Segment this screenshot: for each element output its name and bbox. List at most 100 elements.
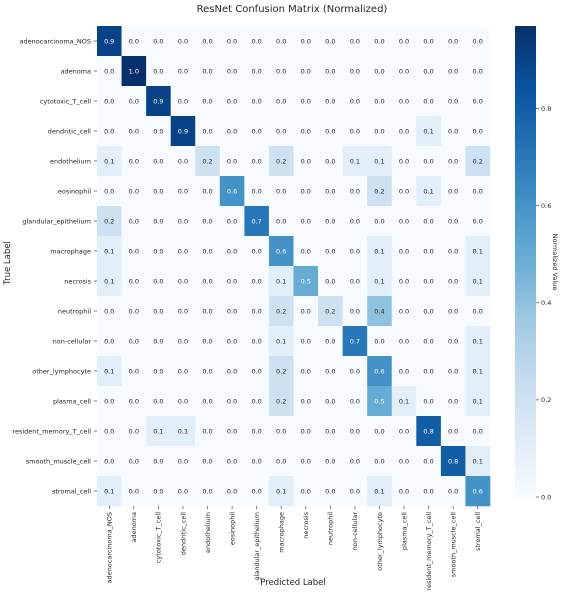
heatmap-cell: [391, 266, 417, 297]
cell-value-label: 0.0: [423, 337, 433, 345]
cell-value-label: 0.0: [448, 397, 458, 405]
heatmap-cell: [416, 86, 442, 117]
cell-value-label: 0.0: [374, 97, 384, 105]
heatmap-cell: [121, 326, 147, 357]
x-tick-label: necrosis: [302, 511, 310, 538]
heatmap-cell: [391, 26, 417, 57]
cell-value-label: 0.0: [423, 367, 433, 375]
cell-value-label: 0.0: [325, 217, 335, 225]
heatmap-cell: [195, 176, 221, 207]
x-tick-label: dendritic_cell: [179, 512, 187, 555]
heatmap-cell: [195, 416, 221, 447]
heatmap-cell: [97, 86, 122, 117]
cell-value-label: 0.0: [202, 397, 212, 405]
heatmap-cell: [121, 56, 147, 87]
cell-value-label: 0.8: [423, 427, 433, 435]
cell-value-label: 0.2: [276, 307, 286, 315]
heatmap-cell: [170, 266, 196, 297]
cell-value-label: 0.0: [325, 457, 335, 465]
heatmap-cell: [391, 236, 417, 267]
heatmap-cell: [146, 146, 171, 177]
heatmap-cell: [416, 296, 442, 327]
heatmap-cell: [318, 476, 343, 507]
heatmap-cell: [318, 26, 343, 57]
heatmap-cell: [219, 56, 245, 87]
cell-value-label: 0.0: [227, 427, 237, 435]
heatmap-cell: [146, 116, 171, 147]
heatmap-cell: [146, 326, 171, 357]
cell-value-label: 0.0: [104, 427, 114, 435]
cell-value-label: 0.0: [399, 337, 409, 345]
cell-value-label: 0.0: [178, 367, 188, 375]
cell-value-label: 0.0: [301, 67, 311, 75]
cell-value-label: 0.0: [301, 247, 311, 255]
cell-value-label: 0.8: [448, 457, 458, 465]
cell-value-label: 0.0: [202, 307, 212, 315]
cell-value-label: 0.0: [448, 97, 458, 105]
heatmap-cell: [465, 146, 491, 177]
cell-value-label: 0.0: [276, 127, 286, 135]
cell-value-label: 0.0: [374, 427, 384, 435]
heatmap-cell: [367, 206, 393, 237]
heatmap-cell: [367, 146, 393, 177]
cell-value-label: 0.0: [350, 457, 360, 465]
cell-value-label: 0.0: [301, 37, 311, 45]
cell-value-label: 0.0: [301, 397, 311, 405]
cell-value-label: 0.0: [374, 337, 384, 345]
cell-value-label: 0.0: [399, 127, 409, 135]
cell-value-label: 0.0: [448, 37, 458, 45]
cell-value-label: 0.0: [399, 277, 409, 285]
cell-value-label: 0.0: [350, 247, 360, 255]
heatmap-cell: [244, 236, 270, 267]
heatmap-cell: [440, 236, 466, 267]
cell-value-label: 0.0: [423, 277, 433, 285]
cell-value-label: 0.0: [202, 127, 212, 135]
cell-value-label: 0.0: [129, 247, 139, 255]
cell-value-label: 0.0: [399, 217, 409, 225]
cell-value-label: 0.6: [374, 367, 384, 375]
heatmap-cell: [97, 326, 122, 357]
y-tick-label: other_lymphocyte: [32, 367, 91, 375]
cell-value-label: 0.0: [202, 67, 212, 75]
cell-value-label: 0.0: [104, 187, 114, 195]
cell-value-label: 0.0: [251, 67, 261, 75]
cell-value-label: 0.0: [350, 397, 360, 405]
colorbar-tick-label: 0.6: [541, 202, 551, 210]
cell-value-label: 0.0: [423, 457, 433, 465]
heatmap-cell: [195, 56, 221, 87]
heatmap-cell: [97, 386, 122, 417]
cell-value-label: 0.0: [301, 187, 311, 195]
cell-value-label: 0.0: [227, 307, 237, 315]
colorbar: [515, 26, 536, 497]
cell-value-label: 0.0: [399, 307, 409, 315]
heatmap-cell: [342, 356, 368, 387]
cell-value-label: 0.1: [276, 277, 286, 285]
heatmap-cell: [121, 386, 147, 417]
cell-value-label: 0.1: [473, 247, 483, 255]
heatmap-cell: [465, 356, 491, 387]
cell-value-label: 0.1: [104, 277, 114, 285]
heatmap-cell: [146, 86, 171, 117]
y-tick-label: resident_memory_T_cell: [12, 427, 91, 435]
heatmap-cell: [391, 356, 417, 387]
cell-value-label: 0.1: [473, 397, 483, 405]
heatmap-cell: [293, 296, 319, 327]
cell-value-label: 0.0: [178, 397, 188, 405]
heatmap-cell: [121, 176, 147, 207]
cell-value-label: 0.0: [350, 127, 360, 135]
heatmap-cell: [121, 26, 147, 57]
heatmap-cell: [465, 86, 491, 117]
heatmap-cell: [342, 296, 368, 327]
heatmap-cell: [318, 386, 343, 417]
colorbar-tick-label: 0.2: [541, 396, 551, 404]
x-tick-label: adenocarcinoma_NOS: [106, 512, 114, 583]
heatmap-cell: [367, 116, 393, 147]
cell-value-label: 0.6: [473, 487, 483, 495]
heatmap-cell: [97, 416, 122, 447]
cell-value-label: 0.1: [423, 127, 433, 135]
cell-value-label: 0.0: [129, 217, 139, 225]
heatmap-cell: [121, 146, 147, 177]
y-tick-label: stromal_cell: [52, 487, 91, 495]
heatmap-cell: [195, 116, 221, 147]
heatmap-cell: [391, 146, 417, 177]
